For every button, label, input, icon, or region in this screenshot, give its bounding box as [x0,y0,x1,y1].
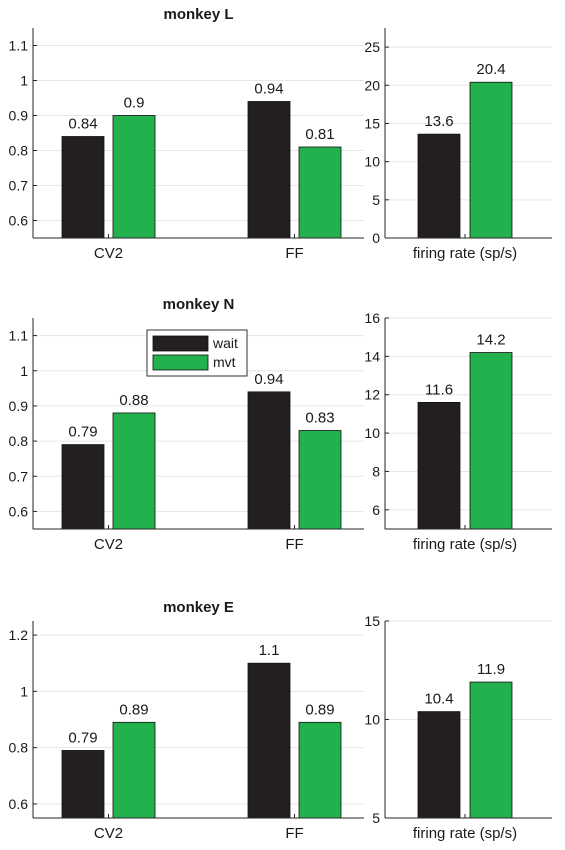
y-tick-label: 0.6 [9,503,29,519]
bar-wait [247,662,291,819]
bar-wait [61,444,105,530]
chart-panel-6: 5 10 15 10.4 11.9 firing rate (sp/s) [364,613,552,842]
y-tick-label: 10 [364,425,380,441]
y-tick-label: 12 [364,387,380,403]
panel-title: monkey E [163,599,234,616]
bar-wait [247,391,291,530]
y-tick-label: 10 [364,154,380,170]
y-tick-label: 15 [364,613,380,629]
bar-wait [417,401,461,530]
x-category-label: firing rate (sp/s) [413,825,517,842]
bar-wait [417,711,461,819]
x-category-label: FF [285,825,303,842]
legend-swatch-wait [152,335,209,352]
bar-mvt [112,721,156,819]
bar-wait [61,136,105,239]
chart-panel-2: 0 5 10 15 20 25 13.6 20.4 firing rate (sp/s) [364,28,552,262]
panel-title: monkey N [163,296,235,313]
y-tick-label: 8 [372,463,380,479]
chart-panel-1: 0.6 0.7 0.8 0.9 1 1.1 0.84 0.94 0.9 0.81 CV2 FF monk… [9,6,364,262]
legend-label-mvt: mvt [213,354,236,370]
y-tick-label: 0.8 [9,143,29,159]
data-label-wait: 0.94 [254,81,283,98]
bar-wait [61,750,105,819]
bar-wait [247,101,291,239]
y-tick-label: 6 [372,502,380,518]
bar-mvt [298,146,342,239]
bar-mvt [469,681,513,819]
y-tick-label: 1.1 [9,38,29,54]
y-tick-label: 16 [364,310,380,326]
data-label-wait: 0.94 [254,371,283,388]
y-tick-label: 0.7 [9,178,29,194]
data-label-mvt: 0.89 [305,701,334,718]
x-category-label: FF [285,536,303,553]
y-tick-label: 0.6 [9,796,29,812]
legend-label-wait: wait [212,335,238,351]
y-tick-label: 25 [364,39,380,55]
data-label-mvt: 20.4 [476,61,505,78]
x-category-label: firing rate (sp/s) [413,245,517,262]
y-tick-label: 1 [20,363,28,379]
x-category-label: FF [285,245,303,262]
y-tick-label: 5 [372,192,380,208]
y-tick-label: 14 [364,348,380,364]
y-tick-label: 0.8 [9,433,29,449]
data-label-wait: 11.6 [425,381,453,398]
y-tick-label: 0.9 [9,398,29,414]
y-tick-label: 5 [372,810,380,826]
y-tick-label: 20 [364,77,380,93]
bar-mvt [298,721,342,819]
legend: wait mvt [146,329,248,377]
y-tick-label: 1.1 [9,328,29,344]
data-label-mvt: 0.83 [305,410,334,427]
data-label-wait: 13.6 [424,113,453,130]
data-label-wait: 0.84 [68,116,97,133]
data-label-mvt: 0.81 [305,126,334,143]
chart-panel-4: 6 8 10 12 14 16 11.6 14.2 firing rate (sp/s) [364,310,552,553]
y-tick-label: 1 [20,683,28,699]
chart-panel-5: 0.6 0.8 1 1.2 0.79 1.1 0.89 0.89 CV2 FF monkey E [9,599,364,842]
y-tick-label: 0 [372,230,380,246]
bar-mvt [469,352,513,530]
y-tick-label: 15 [364,115,380,131]
y-tick-label: 0.9 [9,108,29,124]
data-label-wait: 1.1 [259,642,280,659]
bar-mvt [112,412,156,530]
data-label-mvt: 11.9 [477,661,505,678]
bar-wait [417,133,461,239]
data-label-wait: 10.4 [424,691,453,708]
y-tick-label: 10 [364,712,380,728]
bar-mvt [112,115,156,239]
data-label-mvt: 14.2 [476,332,505,349]
x-category-label: CV2 [94,536,123,553]
y-tick-label: 0.8 [9,740,29,756]
y-tick-label: 1.2 [9,627,29,643]
y-tick-label: 0.6 [9,213,29,229]
chart-panel-3: 0.6 0.7 0.8 0.9 1 1.1 0.79 0.94 0.88 0.83 CV2 FF mon… [9,296,364,553]
x-category-label: firing rate (sp/s) [413,536,517,553]
data-label-mvt: 0.9 [124,95,145,112]
data-label-wait: 0.79 [68,729,97,746]
y-tick-label: 1 [20,73,28,89]
panel-title: monkey L [163,6,233,23]
data-label-wait: 0.79 [68,424,97,441]
y-tick-label: 0.7 [9,468,29,484]
data-label-mvt: 0.89 [119,701,148,718]
bar-mvt [469,81,513,239]
bar-mvt [298,430,342,530]
x-category-label: CV2 [94,825,123,842]
data-label-mvt: 0.88 [119,392,148,409]
x-category-label: CV2 [94,245,123,262]
legend-swatch-mvt [152,354,209,371]
